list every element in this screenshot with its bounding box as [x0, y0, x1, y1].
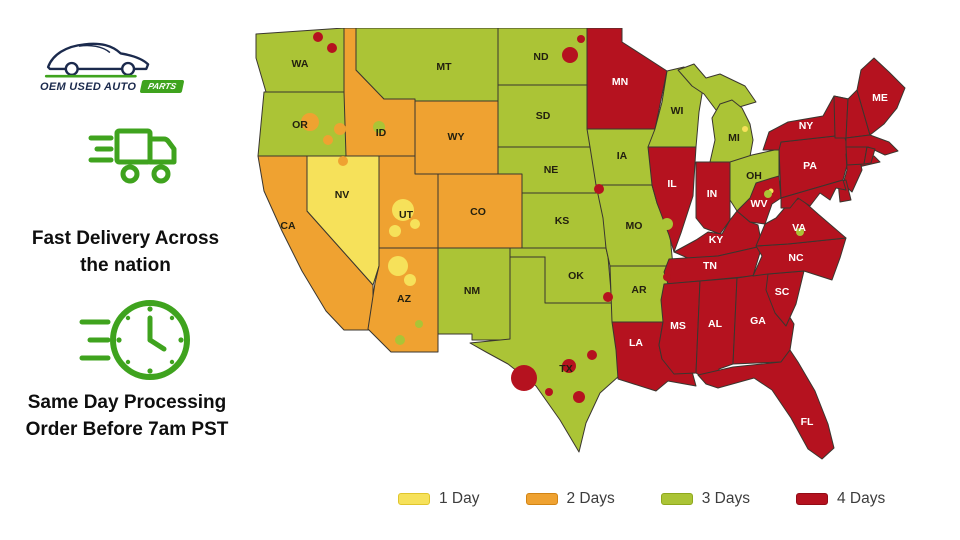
state-MT — [355, 28, 499, 102]
legend-item-3-days: 3 Days — [660, 490, 750, 508]
state-NM — [437, 247, 511, 341]
state-MS — [658, 280, 701, 375]
state-RI — [863, 146, 876, 165]
legend-item-2-days: 2 Days — [525, 490, 615, 508]
brand-parts-badge: PARTS — [139, 80, 185, 93]
state-CO — [437, 173, 523, 249]
fast-delivery-line2: the nation — [80, 254, 171, 276]
legend-swatch-1-day — [398, 493, 430, 505]
brand-logo: OEM USED AUTO PARTS — [34, 38, 209, 93]
zip-patch — [663, 273, 671, 281]
car-logo-icon — [44, 42, 150, 78]
legend-swatch-2-days — [525, 493, 558, 505]
state-TX — [469, 256, 620, 453]
state-WY — [414, 100, 499, 175]
legend-label-1-day: 1 Day — [439, 490, 480, 507]
legend-label-3-days: 3 Days — [701, 490, 750, 507]
zip-patch — [392, 199, 414, 221]
state-IN — [695, 161, 731, 235]
zip-patch — [562, 47, 578, 63]
same-day-line2: Order Before 7am PST — [25, 418, 229, 440]
zip-patch — [334, 123, 346, 135]
state-MN — [586, 28, 668, 130]
zip-patch — [389, 225, 401, 237]
brand-text: OEM USED AUTO PARTS — [40, 80, 209, 93]
zip-patch — [313, 32, 323, 42]
zip-patch — [323, 135, 333, 145]
zip-patch — [577, 35, 585, 43]
state-SD — [497, 84, 591, 148]
zip-patch — [764, 190, 772, 198]
zip-patch — [742, 126, 748, 132]
zip-patch — [301, 113, 319, 131]
zip-patches-layer — [301, 32, 804, 403]
state-MI-upper — [677, 63, 757, 111]
states-layer — [255, 28, 906, 460]
legend: 1 Day 2 Days 3 Days 4 Days — [398, 490, 885, 508]
us-delivery-map: WA OR CA NV ID MT WY UT CO AZ NM ND SD N… — [255, 28, 906, 460]
state-NV — [306, 155, 380, 286]
fast-delivery-text: Fast Delivery Across the nation — [18, 226, 233, 280]
zip-patch — [327, 43, 337, 53]
state-MI — [709, 99, 754, 163]
legend-swatch-3-days — [660, 493, 693, 505]
state-MD — [780, 179, 847, 209]
brand-name: OEM USED AUTO — [40, 80, 137, 93]
state-VA — [755, 197, 847, 247]
zip-patch — [661, 218, 673, 230]
zip-patch — [395, 335, 405, 345]
clock-icon — [78, 292, 196, 393]
fast-delivery-line1: Fast Delivery Across — [31, 228, 220, 249]
zip-patch — [562, 359, 576, 373]
state-WA — [255, 28, 345, 93]
same-day-line1: Same Day Processing — [27, 392, 227, 413]
zip-patch — [338, 156, 348, 166]
zip-patch — [415, 320, 423, 328]
same-day-text: Same Day Processing Order Before 7am PST — [8, 390, 246, 444]
state-WV — [736, 175, 782, 225]
zip-patch — [404, 274, 416, 286]
legend-swatch-4-days — [796, 493, 828, 505]
zip-patch — [511, 365, 537, 391]
zip-patch — [587, 350, 597, 360]
legend-label-4-days: 4 Days — [837, 490, 886, 507]
zip-patch — [594, 184, 604, 194]
delivery-truck-icon — [88, 124, 188, 199]
state-FL — [697, 349, 835, 460]
zip-patch — [410, 219, 420, 229]
zip-patch — [388, 256, 408, 276]
legend-item-1-day: 1 Day — [398, 490, 480, 508]
zip-patch — [796, 228, 804, 236]
zip-patch — [573, 391, 585, 403]
zip-patch — [603, 292, 613, 302]
state-KS — [521, 192, 607, 249]
state-ME — [856, 57, 906, 136]
legend-label-2-days: 2 Days — [566, 490, 615, 507]
zip-patch — [373, 121, 385, 133]
state-AL — [695, 277, 738, 382]
legend-item-4-days: 4 Days — [796, 490, 885, 508]
zip-patch — [545, 388, 553, 396]
